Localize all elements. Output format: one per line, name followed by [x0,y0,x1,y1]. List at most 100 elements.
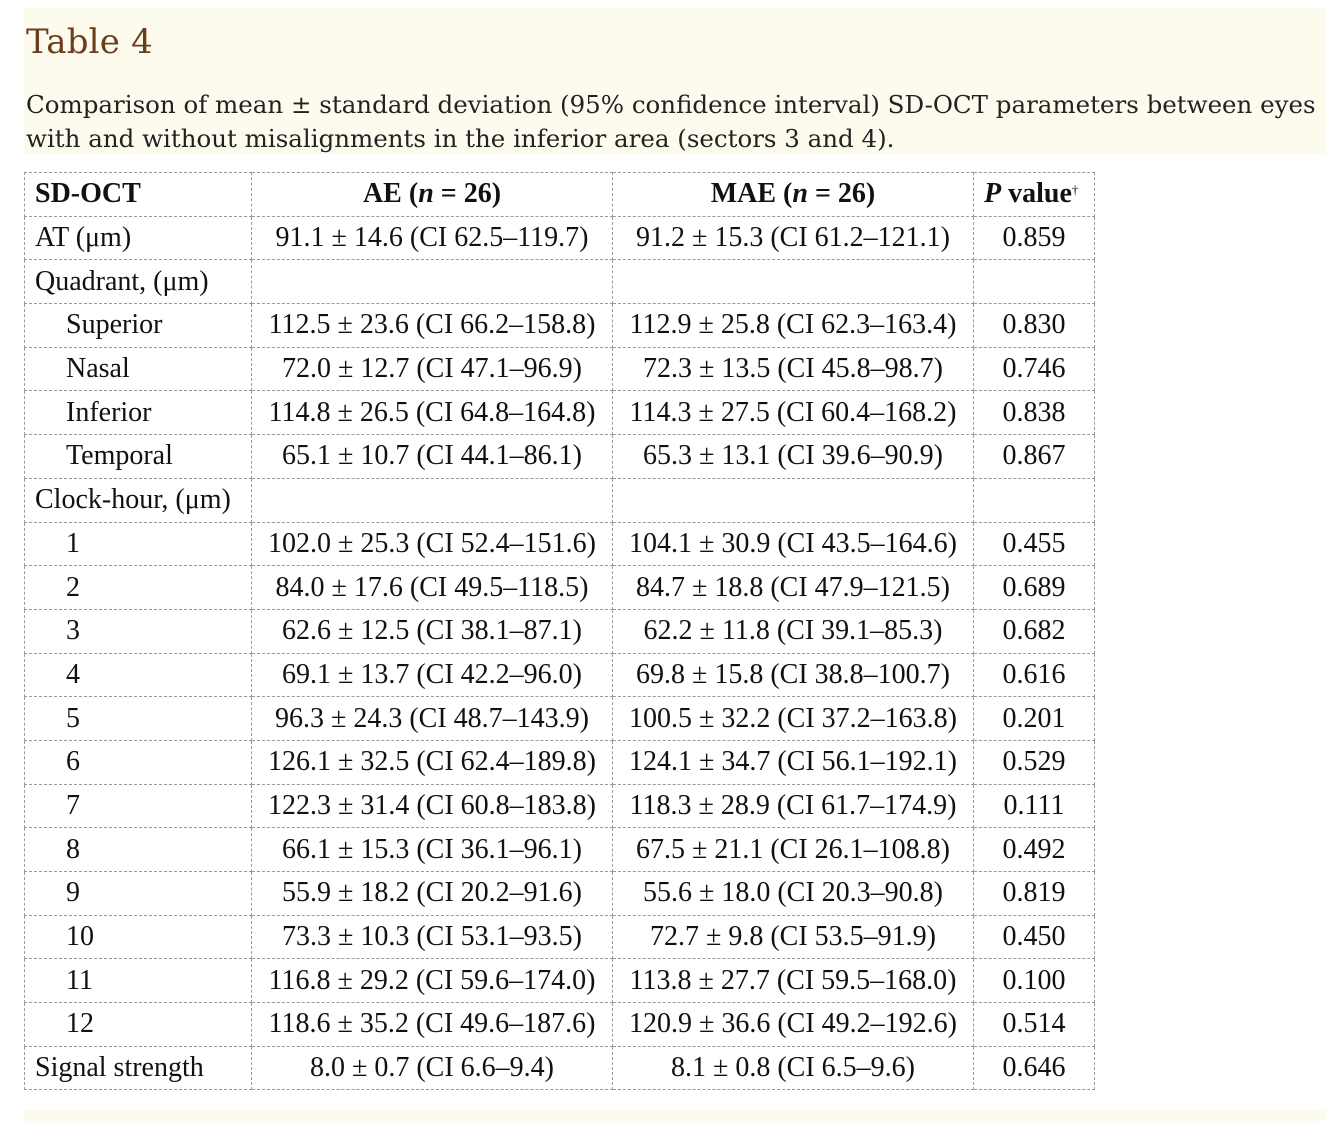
p-value [973,477,1095,523]
p-value: 0.100 [973,958,1095,1004]
col-header-ae: AE (n = 26) [251,172,613,217]
p-value: 0.819 [973,871,1095,916]
ae-value: 126.1 ± 32.5 (CI 62.4–189.8) [251,739,613,785]
mae-value: 124.1 ± 34.7 (CI 56.1–192.1) [612,739,974,785]
col-header-mae-suffix: = 26) [807,178,876,210]
ae-value: 102.0 ± 25.3 (CI 52.4–151.6) [251,521,613,567]
row-label: AT (μm) [24,215,252,261]
mae-value: 118.3 ± 28.9 (CI 61.7–174.9) [612,783,974,829]
col-header-p-letter: P [984,178,1002,210]
ae-value: 114.8 ± 26.5 (CI 64.8–164.8) [251,390,613,436]
p-value: 0.201 [973,696,1095,741]
col-header-mae-prefix: MAE ( [710,178,793,210]
row-label: Signal strength [24,1045,252,1091]
mae-value: 100.5 ± 32.2 (CI 37.2–163.8) [612,696,974,741]
row-label: 8 [24,827,252,872]
ae-value: 112.5 ± 23.6 (CI 66.2–158.8) [251,303,613,348]
table-title: Table 4 [26,22,153,62]
ae-value: 96.3 ± 24.3 (CI 48.7–143.9) [251,696,613,741]
col-header-ae-n: n [418,178,434,210]
table-row: 6 126.1 ± 32.5 (CI 62.4–189.8) 124.1 ± 34.… [24,739,1095,785]
footer-strip [24,1110,1326,1121]
table-row: Inferior 114.8 ± 26.5 (CI 64.8–164.8) 114.… [24,390,1095,436]
ae-value: 118.6 ± 35.2 (CI 49.6–187.6) [251,1002,613,1047]
row-label: Quadrant, (μm) [24,259,252,305]
mae-value [612,259,974,305]
col-header-ae-prefix: AE ( [362,178,419,210]
ae-value: 62.6 ± 12.5 (CI 38.1–87.1) [251,608,613,654]
row-label: Superior [24,303,252,348]
row-label: 4 [24,652,252,698]
col-header-mae-n: n [792,178,808,210]
ae-value: 8.0 ± 0.7 (CI 6.6–9.4) [251,1045,613,1091]
p-value: 0.746 [973,346,1095,392]
p-value: 0.867 [973,434,1095,479]
row-label: 10 [24,914,252,960]
p-value: 0.616 [973,652,1095,698]
ae-value [251,477,613,523]
p-value [973,259,1095,305]
row-label: 2 [24,565,252,610]
ae-value: 66.1 ± 15.3 (CI 36.1–96.1) [251,827,613,872]
mae-value: 104.1 ± 30.9 (CI 43.5–164.6) [612,521,974,567]
ae-value: 122.3 ± 31.4 (CI 60.8–183.8) [251,783,613,829]
ae-value: 65.1 ± 10.7 (CI 44.1–86.1) [251,434,613,479]
table-row: 2 84.0 ± 17.6 (CI 49.5–118.5) 84.7 ± 18.8 … [24,565,1095,610]
dagger-footnote-mark: † [1071,182,1079,198]
p-value: 0.450 [973,914,1095,960]
table-row: 12 118.6 ± 35.2 (CI 49.6–187.6) 120.9 ± 36… [24,1002,1095,1047]
col-header-pvalue: P value† [973,172,1095,217]
p-value: 0.514 [973,1002,1095,1047]
col-header-sdoct: SD-OCT [24,172,252,217]
row-label: 3 [24,608,252,654]
row-label: Inferior [24,390,252,436]
mae-value: 72.7 ± 9.8 (CI 53.5–91.9) [612,914,974,960]
row-label: 6 [24,739,252,785]
p-value: 0.492 [973,827,1095,872]
row-label: 5 [24,696,252,741]
table-header-panel: Table 4 Comparison of mean ± standard de… [24,8,1326,154]
p-value: 0.646 [973,1045,1095,1091]
row-label: 1 [24,521,252,567]
data-table: SD-OCT AE (n = 26) MAE (n = 26) P value†… [24,172,1095,1091]
row-label: Nasal [24,346,252,392]
table-row: 4 69.1 ± 13.7 (CI 42.2–96.0) 69.8 ± 15.8 (… [24,652,1095,698]
table-row: 1 102.0 ± 25.3 (CI 52.4–151.6) 104.1 ± 30.… [24,521,1095,567]
mae-value: 120.9 ± 36.6 (CI 49.2–192.6) [612,1002,974,1047]
p-value: 0.111 [973,783,1095,829]
col-header-p-rest: value [1001,178,1072,210]
mae-value: 72.3 ± 13.5 (CI 45.8–98.7) [612,346,974,392]
mae-value: 62.2 ± 11.8 (CI 39.1–85.3) [612,608,974,654]
table-row: 8 66.1 ± 15.3 (CI 36.1–96.1) 67.5 ± 21.1 (… [24,827,1095,872]
ae-value: 84.0 ± 17.6 (CI 49.5–118.5) [251,565,613,610]
table-row: Quadrant, (μm) [24,259,1095,305]
table-row: AT (μm) 91.1 ± 14.6 (CI 62.5–119.7) 91.2 ±… [24,215,1095,261]
col-header-mae: MAE (n = 26) [612,172,974,217]
table-row: Clock-hour, (μm) [24,477,1095,523]
col-header-ae-suffix: = 26) [433,178,502,210]
mae-value: 114.3 ± 27.5 (CI 60.4–168.2) [612,390,974,436]
table-caption: Comparison of mean ± standard deviation … [26,90,1316,153]
p-value: 0.689 [973,565,1095,610]
table-row: 5 96.3 ± 24.3 (CI 48.7–143.9) 100.5 ± 32.2… [24,696,1095,741]
ae-value [251,259,613,305]
table-row: Temporal 65.1 ± 10.7 (CI 44.1–86.1) 65.3 ±… [24,434,1095,479]
row-label: 9 [24,871,252,916]
table-container: SD-OCT AE (n = 26) MAE (n = 26) P value†… [24,172,1095,1091]
mae-value: 8.1 ± 0.8 (CI 6.5–9.6) [612,1045,974,1091]
row-label: 12 [24,1002,252,1047]
ae-value: 72.0 ± 12.7 (CI 47.1–96.9) [251,346,613,392]
mae-value: 69.8 ± 15.8 (CI 38.8–100.7) [612,652,974,698]
p-value: 0.859 [973,215,1095,261]
table-row: Nasal 72.0 ± 12.7 (CI 47.1–96.9) 72.3 ± 13… [24,346,1095,392]
mae-value [612,477,974,523]
table-body: AT (μm) 91.1 ± 14.6 (CI 62.5–119.7) 91.2 ±… [24,215,1095,1091]
row-label: 11 [24,958,252,1004]
ae-value: 69.1 ± 13.7 (CI 42.2–96.0) [251,652,613,698]
ae-value: 55.9 ± 18.2 (CI 20.2–91.6) [251,871,613,916]
mae-value: 112.9 ± 25.8 (CI 62.3–163.4) [612,303,974,348]
row-label: Temporal [24,434,252,479]
p-value: 0.682 [973,608,1095,654]
ae-value: 91.1 ± 14.6 (CI 62.5–119.7) [251,215,613,261]
table-row: 10 73.3 ± 10.3 (CI 53.1–93.5) 72.7 ± 9.8 (… [24,914,1095,960]
